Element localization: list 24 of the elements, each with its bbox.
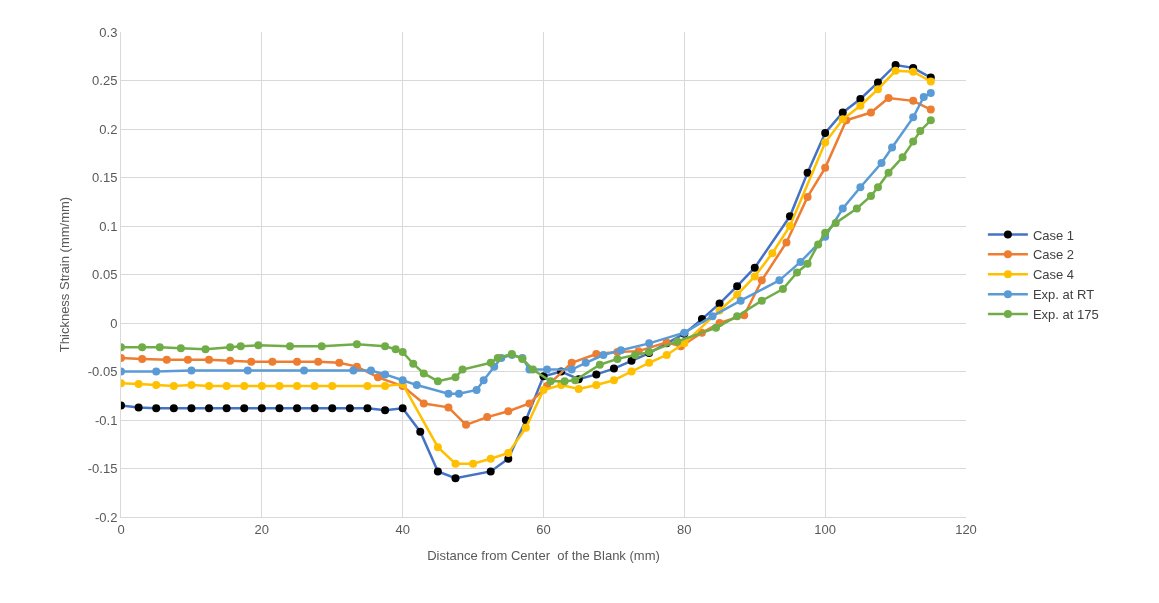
x-tick-label: 20 xyxy=(254,521,270,537)
legend-label: Case 2 xyxy=(1032,247,1075,263)
y-tick-label: 0.1 xyxy=(99,218,118,234)
legend-label: Case 4 xyxy=(1032,267,1075,283)
legend-label: Exp. at 175 xyxy=(1032,307,1099,323)
y-tick-label: 0.25 xyxy=(92,73,118,89)
x-tick-label: 120 xyxy=(955,521,977,537)
y-tick-label: 0 xyxy=(110,315,118,331)
x-tick-label: 100 xyxy=(814,521,837,537)
y-tick-label: -0.1 xyxy=(94,412,118,428)
x-tick-label: 40 xyxy=(395,521,410,537)
legend-label: Exp. at RT xyxy=(1032,287,1095,303)
y-tick-label: -0.05 xyxy=(87,364,118,380)
y-tick-label: 0.2 xyxy=(99,121,118,137)
y-tick-label: 0.3 xyxy=(99,24,118,40)
x-tick-label: 80 xyxy=(677,521,692,537)
x-axis-title: Distance from Center of the Blank (mm) xyxy=(427,548,660,564)
y-tick-label: -0.15 xyxy=(87,461,118,477)
y-tick-label: -0.2 xyxy=(94,509,118,525)
legend-label: Case 1 xyxy=(1032,227,1075,243)
y-axis-title: Thickness Strain (mm/mm) xyxy=(56,196,72,353)
y-tick-label: 0.05 xyxy=(92,267,118,283)
x-tick-label: 60 xyxy=(536,521,551,537)
y-tick-label: 0.15 xyxy=(92,170,118,186)
